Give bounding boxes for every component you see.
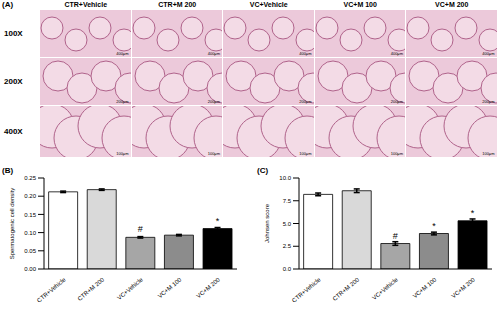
svg-text:0.00: 0.00 bbox=[24, 266, 36, 272]
svg-text:VC+M 100: VC+M 100 bbox=[412, 276, 438, 299]
html-text:400μm: 400μm bbox=[207, 51, 220, 56]
svg-text:0.05: 0.05 bbox=[24, 248, 36, 254]
svg-text:CTR+M 200: CTR+M 200 bbox=[77, 276, 106, 302]
html-text:400μm: 400μm bbox=[482, 51, 495, 56]
html-text:200μm: 200μm bbox=[116, 99, 129, 104]
html-text:100μm: 100μm bbox=[482, 151, 495, 156]
html-text:(A): (A) bbox=[2, 0, 14, 9]
html-text:CTR+M 200: CTR+M 200 bbox=[158, 1, 197, 8]
html-text:400X: 400X bbox=[4, 127, 23, 136]
svg-text:Johnsen score: Johnsen score bbox=[264, 203, 270, 243]
svg-text:2.5: 2.5 bbox=[283, 243, 292, 249]
html-text:CTR+Vehicle: CTR+Vehicle bbox=[64, 1, 107, 8]
html-text:(B): (B) bbox=[2, 166, 14, 175]
svg-text:VC+M 200: VC+M 200 bbox=[450, 276, 476, 299]
svg-text:10.0: 10.0 bbox=[279, 175, 291, 181]
svg-text:0.0: 0.0 bbox=[283, 266, 292, 272]
svg-text:Spermatogenic cell density: Spermatogenic cell density bbox=[9, 188, 15, 260]
html-text:100μm: 100μm bbox=[299, 151, 312, 156]
svg-text:VC+M 200: VC+M 200 bbox=[195, 276, 221, 299]
html-text:200μm: 200μm bbox=[207, 99, 220, 104]
html-text:(C): (C) bbox=[257, 166, 269, 175]
svg-text:7.5: 7.5 bbox=[283, 198, 292, 204]
svg-text:5.0: 5.0 bbox=[283, 221, 292, 227]
svg-text:0.15: 0.15 bbox=[24, 212, 36, 218]
html-text:200μm: 200μm bbox=[482, 99, 495, 104]
svg-text:CTR+Vehicle: CTR+Vehicle bbox=[36, 276, 67, 304]
html-text:100μm: 100μm bbox=[207, 151, 220, 156]
svg-text:0.10: 0.10 bbox=[24, 230, 36, 236]
svg-text:0.25: 0.25 bbox=[24, 175, 36, 181]
svg-text:*: * bbox=[471, 208, 475, 218]
svg-text:VC+Vehicle: VC+Vehicle bbox=[116, 276, 144, 301]
html-text:200X: 200X bbox=[4, 77, 23, 86]
svg-text:*: * bbox=[432, 221, 436, 231]
html-text:100X: 100X bbox=[4, 29, 23, 38]
html-text:100μm: 100μm bbox=[390, 151, 403, 156]
html-text:100μm: 100μm bbox=[116, 151, 129, 156]
html-text:VC+M 100: VC+M 100 bbox=[343, 1, 377, 8]
html-text:200μm: 200μm bbox=[299, 99, 312, 104]
html-text:VC+M 200: VC+M 200 bbox=[435, 1, 469, 8]
html-text:VC+Vehicle: VC+Vehicle bbox=[249, 1, 288, 8]
html-text:400μm: 400μm bbox=[299, 51, 312, 56]
html-text:400μm: 400μm bbox=[390, 51, 403, 56]
svg-text:#: # bbox=[393, 231, 398, 241]
svg-text:#: # bbox=[138, 224, 143, 234]
svg-text:CTR+M 200: CTR+M 200 bbox=[332, 276, 361, 302]
svg-text:CTR+Vehicle: CTR+Vehicle bbox=[291, 276, 322, 304]
svg-text:0.20: 0.20 bbox=[24, 193, 36, 199]
svg-text:*: * bbox=[216, 216, 220, 226]
svg-text:VC+Vehicle: VC+Vehicle bbox=[371, 276, 399, 301]
html-text:400μm: 400μm bbox=[116, 51, 129, 56]
svg-text:VC+M 100: VC+M 100 bbox=[157, 276, 183, 299]
html-text:200μm: 200μm bbox=[390, 99, 403, 104]
